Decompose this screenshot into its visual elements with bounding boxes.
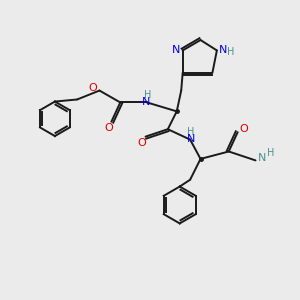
Text: N: N [142, 97, 151, 107]
Text: N: N [187, 134, 195, 144]
Text: O: O [239, 124, 248, 134]
Text: H: H [267, 148, 274, 158]
Text: N: N [219, 45, 228, 56]
Text: O: O [88, 83, 97, 93]
Text: H: H [227, 47, 235, 57]
Text: N: N [258, 153, 266, 163]
Text: H: H [144, 90, 151, 100]
Text: H: H [187, 127, 194, 137]
Text: O: O [138, 138, 146, 148]
Text: N: N [172, 45, 180, 56]
Text: O: O [105, 123, 113, 133]
